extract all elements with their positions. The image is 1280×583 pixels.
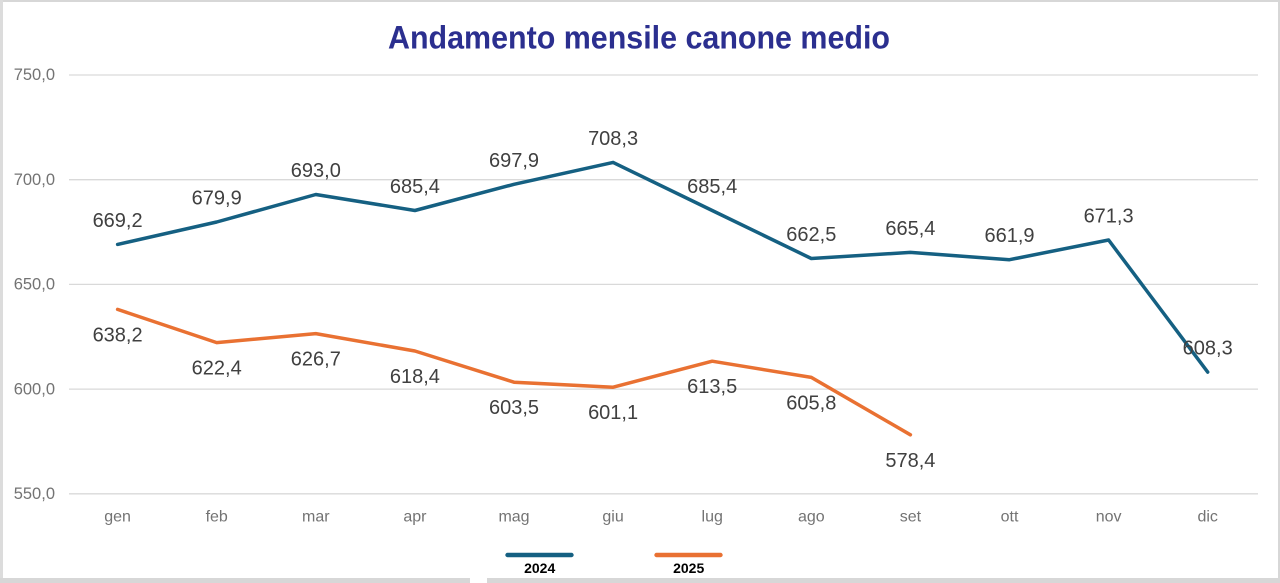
svg-text:601,1: 601,1	[588, 402, 638, 424]
svg-text:622,4: 622,4	[192, 358, 242, 380]
svg-text:2024: 2024	[524, 560, 555, 576]
svg-text:lug: lug	[702, 509, 723, 526]
svg-text:671,3: 671,3	[1084, 206, 1134, 228]
svg-text:603,5: 603,5	[489, 397, 539, 419]
svg-text:Andamento mensile canone medio: Andamento mensile canone medio	[388, 20, 890, 56]
svg-text:700,0: 700,0	[14, 171, 55, 189]
svg-text:638,2: 638,2	[93, 324, 143, 346]
svg-text:nov: nov	[1096, 509, 1122, 526]
svg-text:665,4: 665,4	[885, 218, 935, 240]
svg-text:578,4: 578,4	[885, 450, 935, 472]
svg-text:550,0: 550,0	[14, 485, 55, 503]
svg-text:750,0: 750,0	[14, 66, 55, 84]
svg-text:661,9: 661,9	[984, 225, 1034, 247]
svg-text:697,9: 697,9	[489, 150, 539, 172]
svg-text:626,7: 626,7	[291, 349, 341, 371]
svg-text:693,0: 693,0	[291, 160, 341, 182]
svg-text:679,9: 679,9	[192, 188, 242, 210]
svg-text:618,4: 618,4	[390, 366, 440, 388]
svg-text:feb: feb	[206, 509, 228, 526]
svg-text:669,2: 669,2	[93, 210, 143, 232]
svg-text:set: set	[900, 509, 922, 526]
svg-text:662,5: 662,5	[786, 224, 836, 246]
svg-text:mag: mag	[498, 509, 529, 526]
svg-text:gen: gen	[104, 509, 131, 526]
svg-text:2025: 2025	[673, 560, 704, 576]
svg-text:605,8: 605,8	[786, 392, 836, 414]
svg-text:mar: mar	[302, 509, 330, 526]
svg-text:giu: giu	[602, 509, 623, 526]
svg-text:600,0: 600,0	[14, 380, 55, 398]
svg-text:ago: ago	[798, 509, 825, 526]
svg-text:apr: apr	[403, 509, 427, 526]
svg-text:ott: ott	[1001, 509, 1019, 526]
svg-text:608,3: 608,3	[1183, 338, 1233, 360]
svg-text:685,4: 685,4	[390, 176, 440, 198]
svg-text:708,3: 708,3	[588, 128, 638, 150]
svg-text:685,4: 685,4	[687, 176, 737, 198]
svg-text:613,5: 613,5	[687, 376, 737, 398]
svg-text:650,0: 650,0	[14, 276, 55, 294]
svg-text:dic: dic	[1197, 509, 1217, 526]
